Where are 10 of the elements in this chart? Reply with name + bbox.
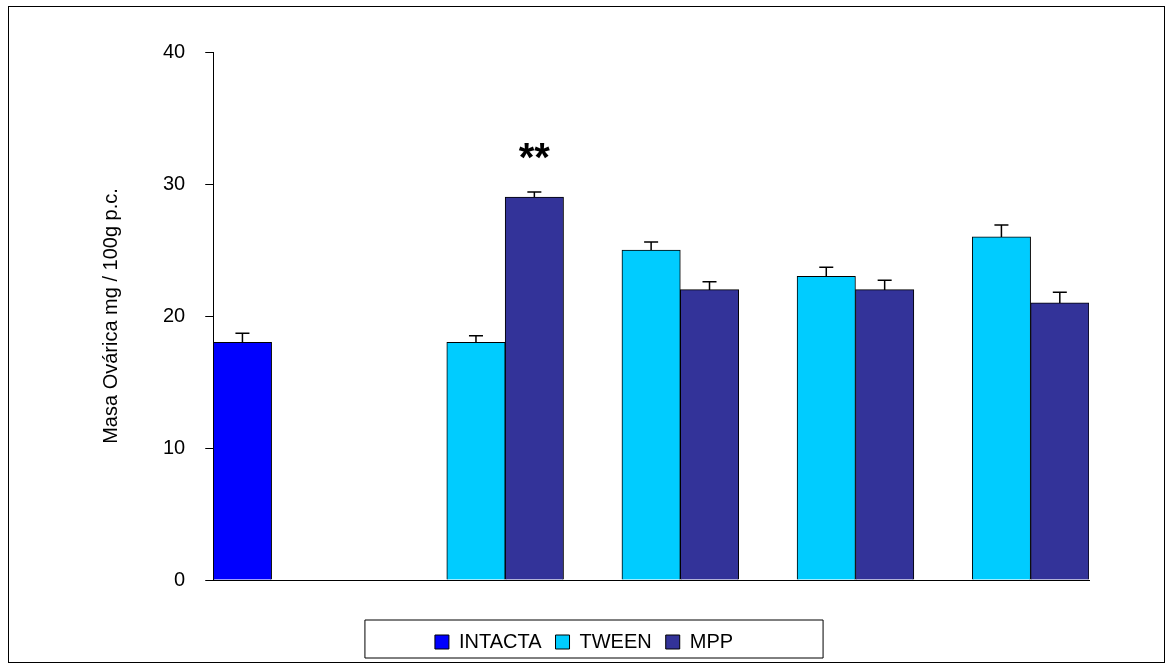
y-axis-title: Masa Ovárica mg / 100g p.c. (98, 188, 121, 444)
y-tick-label: 40 (163, 39, 186, 62)
annotation: ** (518, 135, 551, 180)
legend-label: INTACTA (458, 629, 543, 652)
y-tick-label: 30 (163, 171, 186, 194)
y-tick-label: 0 (174, 567, 186, 590)
legend-label: TWEEN (579, 629, 652, 652)
y-tick-label: 20 (163, 303, 186, 326)
legend-label: MPP (689, 629, 734, 652)
y-tick-label: 10 (163, 435, 186, 458)
